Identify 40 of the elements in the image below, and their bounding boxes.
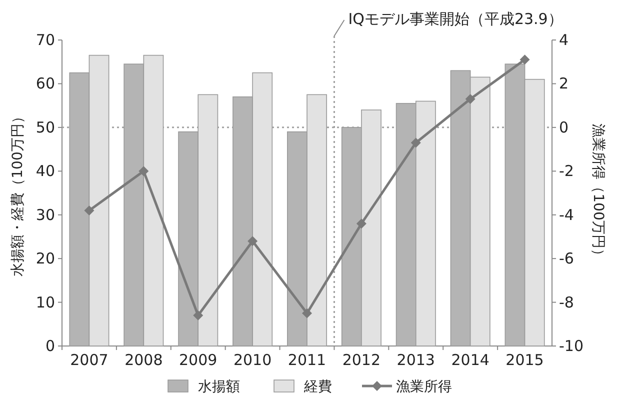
y-tick-label: 70: [36, 31, 55, 49]
y2-tick-label: -4: [559, 206, 574, 224]
point: [193, 310, 204, 320]
y2-tick-label: 4: [559, 31, 569, 49]
x-tick-label: 2009: [179, 351, 218, 369]
y2-tick-label: -8: [559, 293, 574, 312]
text: IQモデル事業開始（平成23.9）: [348, 10, 563, 28]
y2-tick-label: -6: [559, 250, 574, 268]
x-tick-label: 2011: [288, 351, 326, 369]
x-tick-label: 2015: [506, 351, 544, 369]
point: [248, 236, 258, 246]
y-tick-label: 10: [36, 293, 55, 312]
point: [356, 218, 366, 229]
legend-label: 水揚額: [198, 379, 240, 395]
y2-axis-title: 漁業所得（100万円）: [590, 124, 606, 262]
x-tick-label: 2013: [396, 351, 435, 369]
y-tick-label: 50: [36, 118, 55, 136]
x-tick-label: 2010: [233, 351, 272, 369]
y2-tick-label: -10: [559, 337, 584, 355]
x-tick-label: 2007: [70, 351, 108, 369]
x-tick-label: 2008: [124, 351, 163, 369]
point: [465, 94, 476, 104]
y-axis-title: 水揚額・経費（100万円）: [10, 110, 26, 276]
y-tick-label: 60: [36, 74, 55, 93]
point: [410, 138, 421, 148]
legend-label: 経費: [303, 379, 332, 395]
y-tick-label: 40: [36, 162, 55, 180]
point: [138, 166, 149, 176]
point: [520, 54, 530, 65]
y-tick-label: 20: [36, 250, 55, 268]
x-tick-label: 2014: [451, 351, 490, 369]
y-tick-label: 30: [36, 206, 55, 224]
x-tick-label: 2012: [342, 351, 381, 369]
point: [302, 308, 312, 318]
y2-tick-label: 0: [559, 118, 569, 136]
legend-label: 漁業所得: [396, 379, 452, 395]
y-tick-label: 0: [45, 337, 55, 355]
y2-tick-label: -2: [559, 162, 574, 180]
point: [84, 205, 94, 216]
y2-tick-label: 2: [559, 74, 569, 93]
